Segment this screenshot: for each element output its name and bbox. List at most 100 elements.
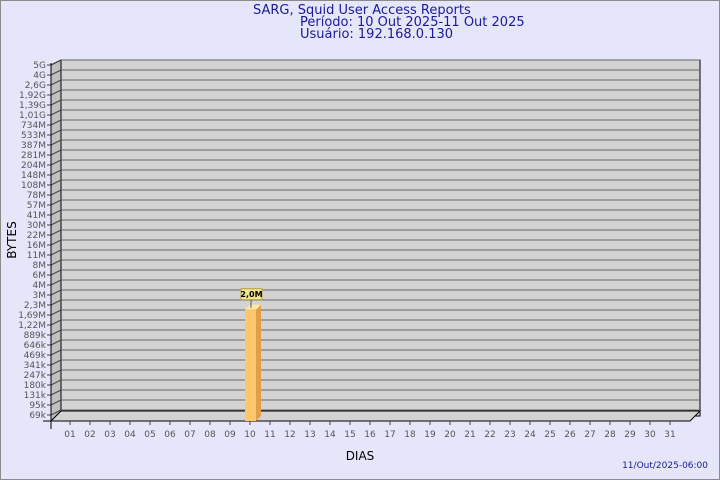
x-tick-label: 26 [564,430,576,440]
chart-period: Período: 10 Out 2025-11 Out 2025 [300,15,525,30]
x-tick-label: 04 [124,430,136,440]
x-tick-label: 29 [624,430,636,440]
y-tick-label: 148M [21,171,46,181]
chart-title: SARG, Squid User Access Reports [253,3,471,18]
y-tick-depth [50,199,62,206]
y-tick-label: 3M [33,291,47,301]
x-tick-label: 30 [644,430,656,440]
bar [245,309,256,421]
x-tick-label: 07 [184,430,195,440]
y-tick-depth [50,319,62,326]
y-tick-label: 57M [27,201,46,211]
y-tick-depth [50,219,62,226]
x-tick-label: 27 [584,430,595,440]
x-tick-label: 03 [104,430,115,440]
x-tick-label: 02 [84,430,95,440]
y-tick-depth [50,359,62,366]
y-tick-label: 131k [24,391,47,401]
y-tick-label: 1,69M [18,311,46,321]
y-tick-depth [50,329,62,336]
y-tick-label: 8M [33,261,47,271]
x-tick-label: 01 [64,430,75,440]
y-tick-label: 734M [21,121,46,131]
x-tick-label: 06 [164,430,176,440]
y-tick-label: 22M [27,231,46,241]
y-tick-label: 1,01G [19,111,46,121]
y-tick-label: 4M [33,281,47,291]
y-tick-label: 646k [24,341,47,351]
y-tick-depth [50,89,62,96]
y-tick-depth [50,299,62,306]
x-tick-label: 25 [544,430,555,440]
y-tick-depth [50,349,62,356]
y-tick-depth [50,139,62,146]
y-tick-label: 247k [24,371,47,381]
x-tick-label: 13 [304,430,315,440]
y-tick-label: 2,3M [24,301,46,311]
y-tick-label: 889k [24,331,47,341]
plot-back-wall [60,59,701,417]
y-tick-depth [50,179,62,186]
y-tick-depth [50,289,62,296]
y-tick-label: 95k [29,401,46,411]
x-tick-label: 22 [484,430,495,440]
y-tick-label: 281M [21,151,46,161]
y-tick-depth [50,309,62,316]
y-tick-depth [50,69,62,76]
y-tick-depth [50,269,62,276]
y-tick-label: 69k [29,411,46,421]
x-tick-label: 10 [244,430,256,440]
x-tick-label: 24 [524,430,536,440]
y-tick-depth [50,339,62,346]
y-tick-label: 180k [24,381,47,391]
bar-data-label: 2,0M [240,290,262,299]
x-tick-label: 28 [604,430,616,440]
plot-floor [49,410,702,422]
x-tick-label: 09 [224,430,236,440]
x-tick-label: 20 [444,430,456,440]
y-axis-label: BYTES [5,221,19,258]
y-tick-label: 5G [33,61,46,71]
y-tick-depth [50,129,62,136]
y-tick-depth [50,239,62,246]
y-tick-depth [50,159,62,166]
chart-user: Usuário: 192.168.0.130 [300,27,454,42]
x-tick-label: 08 [204,430,216,440]
x-tick-label: 14 [324,430,336,440]
y-tick-label: 341k [24,361,47,371]
y-tick-label: 16M [27,241,46,251]
x-tick-label: 23 [504,430,515,440]
y-tick-label: 41M [27,211,46,221]
x-axis-label: DIAS [346,449,375,463]
y-tick-label: 2,6G [25,81,46,91]
y-tick-depth [50,279,62,286]
x-tick-label: 05 [144,430,155,440]
report-timestamp: 11/Out/2025-06:00 [622,461,708,471]
y-tick-label: 469k [24,351,47,361]
bar-label-box [240,288,263,301]
y-tick-label: 4G [33,71,46,81]
x-tick-label: 19 [424,430,436,440]
y-tick-label: 1,39G [19,101,46,111]
x-tick-label: 21 [464,430,475,440]
y-tick-depth [50,259,62,266]
y-tick-depth [50,169,62,176]
y-tick-depth [50,109,62,116]
y-tick-depth [50,229,62,236]
x-tick-label: 17 [384,430,395,440]
y-tick-label: 78M [27,191,46,201]
y-tick-depth [50,79,62,86]
y-tick-depth [50,59,62,66]
y-tick-label: 1,92G [19,91,46,101]
y-tick-depth [50,119,62,126]
y-tick-depth [50,409,62,416]
y-tick-depth [50,249,62,256]
y-tick-label: 6M [33,271,47,281]
y-tick-depth [50,209,62,216]
x-tick-label: 11 [264,430,275,440]
y-tick-depth [50,99,62,106]
y-tick-label: 387M [21,141,46,151]
x-tick-label: 12 [284,430,295,440]
y-tick-depth [50,189,62,196]
